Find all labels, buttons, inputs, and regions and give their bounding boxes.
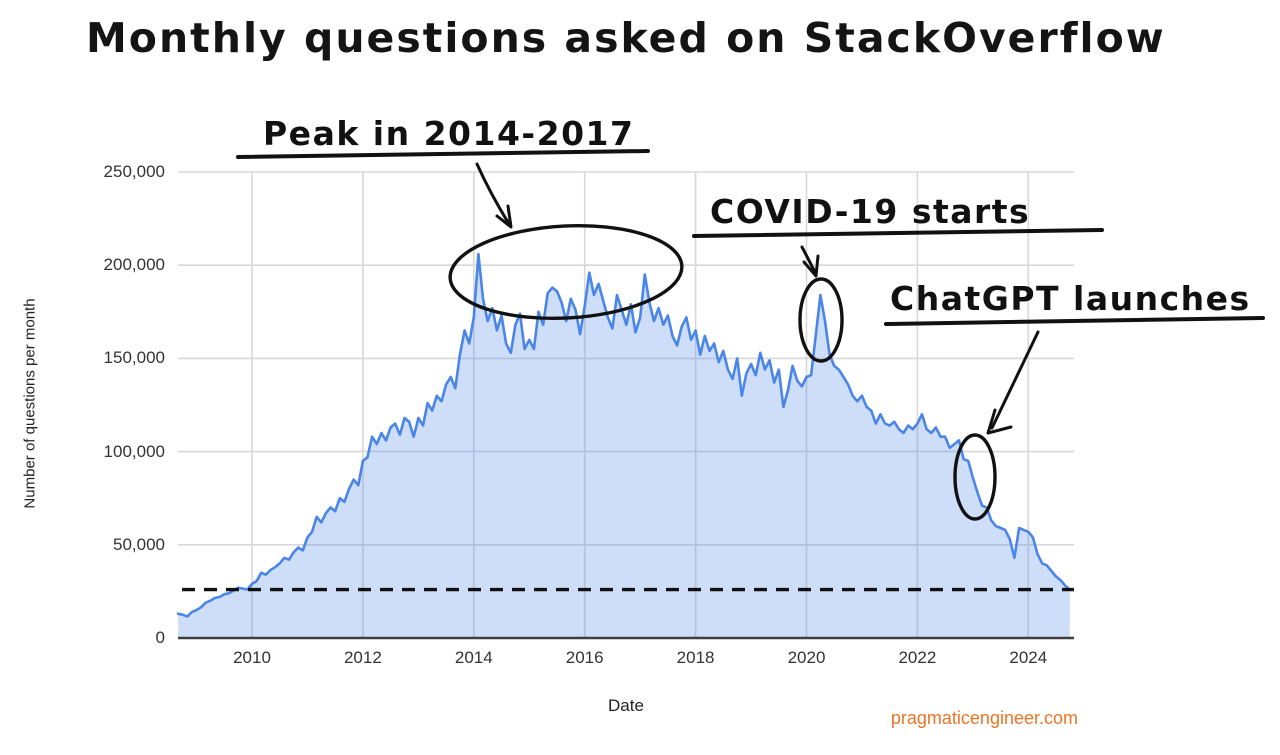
- y-tick-label: 0: [155, 628, 165, 647]
- y-tick-label: 250,000: [103, 162, 165, 181]
- chart-title: Monthly questions asked on StackOverflow: [86, 14, 1166, 62]
- peak-arrow-icon: [475, 162, 511, 226]
- watermark-link: pragmaticengineer.com: [890, 708, 1078, 728]
- chatgpt-circle: [953, 433, 997, 521]
- chatgpt-arrowhead-icon: [986, 408, 1013, 435]
- x-axis-title: Date: [608, 696, 644, 715]
- y-axis-title: Number of questions per month: [21, 298, 39, 509]
- y-tick-label: 50,000: [113, 534, 165, 554]
- x-tick-label: 2010: [233, 648, 271, 667]
- hand-drawn-annotations: [236, 149, 1265, 521]
- area-series: [176, 252, 1074, 640]
- peak-underline: [236, 149, 650, 159]
- x-tick-label: 2020: [787, 648, 826, 667]
- y-tick-label: 100,000: [103, 441, 165, 461]
- covid-arrow-icon: [800, 245, 817, 274]
- covid-arrowhead-icon: [802, 254, 820, 278]
- annotation-chatgpt-label: ChatGPT launches: [890, 279, 1251, 318]
- x-tick-label: 2012: [343, 648, 382, 667]
- x-tick-label: 2018: [676, 648, 715, 667]
- y-tick-label: 150,000: [103, 348, 165, 368]
- annotation-covid-label: COVID-19 starts: [710, 192, 1031, 231]
- covid-underline: [692, 228, 1104, 238]
- x-tick-label: 2024: [1009, 648, 1048, 667]
- y-tick-label: 200,000: [103, 255, 165, 275]
- peak-arrowhead-icon: [495, 204, 513, 229]
- chatgpt-underline: [884, 316, 1265, 326]
- peak-circle: [448, 223, 684, 321]
- annotation-peak-label: Peak in 2014-2017: [263, 114, 635, 153]
- chatgpt-arrow-icon: [990, 330, 1040, 430]
- x-tick-label: 2022: [898, 648, 937, 667]
- covid-circle: [798, 277, 844, 363]
- x-tick-label: 2014: [454, 648, 493, 667]
- x-tick-label: 2016: [565, 648, 604, 667]
